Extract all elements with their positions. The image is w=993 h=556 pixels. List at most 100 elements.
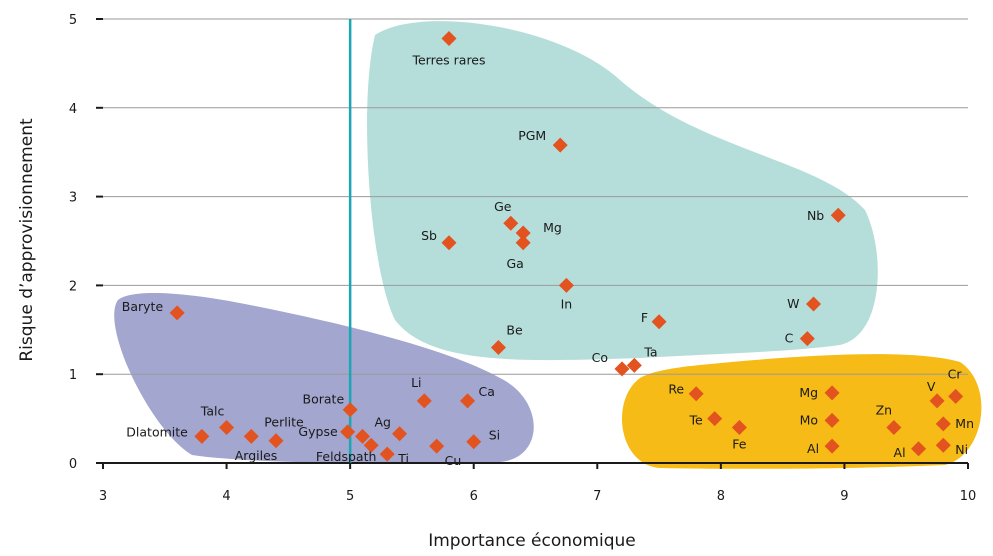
point-label: Co xyxy=(592,350,608,365)
point-label: Si xyxy=(489,428,500,443)
data-point xyxy=(429,438,445,454)
data-point xyxy=(886,419,902,435)
data-point xyxy=(824,438,840,454)
point-label: Talc xyxy=(200,403,225,418)
data-point xyxy=(460,393,476,409)
data-point xyxy=(340,424,356,440)
point-label: Cu xyxy=(445,453,462,468)
data-point xyxy=(552,137,568,153)
point-label: Ca xyxy=(479,384,495,399)
x-tick-label: 10 xyxy=(960,489,977,504)
data-point xyxy=(379,446,395,462)
point-label: Fe xyxy=(732,436,747,451)
data-point xyxy=(830,207,846,223)
data-point xyxy=(466,434,482,450)
y-axis-title: Risque d’approvisionnement xyxy=(17,118,37,362)
point-label: Borate xyxy=(303,392,345,407)
point-label: Li xyxy=(411,375,421,390)
zone-top xyxy=(367,21,878,361)
gridlines xyxy=(103,18,968,375)
y-tick-label: 2 xyxy=(69,279,77,294)
data-point xyxy=(911,441,927,457)
data-point xyxy=(268,433,284,449)
x-tick-label: 3 xyxy=(99,489,107,504)
data-point xyxy=(355,428,370,444)
data-point xyxy=(169,305,185,321)
point-label: Terres rares xyxy=(411,53,485,68)
point-label: Ni xyxy=(955,442,968,457)
x-tick-label: 5 xyxy=(346,489,354,504)
point-label: Perlite xyxy=(264,414,304,429)
data-point xyxy=(935,437,951,453)
data-point xyxy=(688,386,704,402)
point-label: PGM xyxy=(518,128,546,143)
y-tick-labels: 0 1 2 3 4 5 xyxy=(69,13,77,472)
point-label: Te xyxy=(688,413,703,428)
data-point xyxy=(515,235,531,251)
point-label: Cr xyxy=(948,366,963,381)
y-tick-label: 5 xyxy=(69,13,77,28)
data-point xyxy=(651,314,667,330)
point-label: W xyxy=(787,296,799,311)
x-tick-labels: 3 4 5 6 7 8 9 10 xyxy=(99,489,976,504)
data-point xyxy=(416,393,432,409)
zone-left xyxy=(114,293,534,464)
point-label: Ta xyxy=(643,344,657,359)
point-label: C xyxy=(785,331,794,346)
y-tick-label: 3 xyxy=(69,191,77,206)
point-label: Mg xyxy=(799,385,818,400)
point-label: Be xyxy=(506,323,523,338)
y-tick-label: 1 xyxy=(69,368,77,383)
y-tick-label: 0 xyxy=(69,457,77,472)
point-label: Ga xyxy=(506,256,523,271)
data-point xyxy=(194,428,210,444)
data-point xyxy=(558,277,574,293)
point-label: Mg xyxy=(543,220,562,235)
data-point xyxy=(441,31,457,47)
x-tick-label: 6 xyxy=(470,489,478,504)
data-point xyxy=(243,428,259,444)
point-label: Baryte xyxy=(122,299,164,314)
data-point xyxy=(219,419,235,435)
data-point xyxy=(503,215,519,231)
data-point xyxy=(614,361,630,377)
point-label: Zn xyxy=(876,402,893,417)
point-label: Al xyxy=(807,441,819,456)
x-tick-label: 8 xyxy=(717,489,725,504)
zone-right xyxy=(621,354,982,469)
data-point xyxy=(392,426,408,442)
data-point xyxy=(948,388,964,404)
data-point xyxy=(731,419,747,435)
y-tick-label: 4 xyxy=(69,102,77,117)
data-point xyxy=(441,235,457,251)
point-label: In xyxy=(561,296,573,311)
zones xyxy=(114,21,982,469)
x-tick-label: 9 xyxy=(840,489,848,504)
point-label: F xyxy=(641,310,648,325)
x-tick-label: 4 xyxy=(222,489,230,504)
data-point xyxy=(363,437,379,453)
point-label: Argiles xyxy=(235,448,278,463)
axes xyxy=(96,18,969,469)
point-label: Ag xyxy=(375,414,392,429)
data-point xyxy=(824,412,840,428)
data-point xyxy=(707,411,723,427)
data-point xyxy=(806,296,822,312)
point-label: V xyxy=(927,379,936,394)
data-point xyxy=(929,393,945,409)
data-point xyxy=(799,331,815,347)
data-point xyxy=(935,416,951,432)
data-point xyxy=(515,225,531,241)
data-point xyxy=(626,357,642,373)
point-label: Al xyxy=(894,445,906,460)
data-points xyxy=(169,31,964,462)
point-label: Dlatomite xyxy=(126,424,188,439)
x-axis-title: Importance économique xyxy=(428,531,636,551)
point-labels: Terres rares PGM Nb Ge Mg Ga Sb In W Baryte F C Be Co… xyxy=(122,53,974,469)
point-label: Re xyxy=(668,382,684,397)
point-label: Mn xyxy=(955,416,974,431)
point-label: Ti xyxy=(397,451,409,466)
point-label: Gypse xyxy=(298,424,338,439)
data-point xyxy=(824,385,840,401)
